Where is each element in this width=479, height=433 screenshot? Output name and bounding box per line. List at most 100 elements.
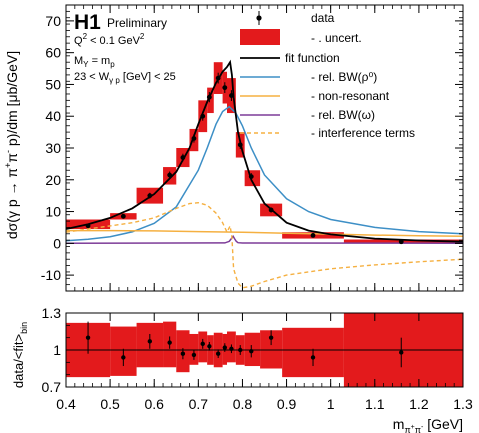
ratio-point-marker — [207, 344, 212, 349]
data-point-marker — [180, 155, 186, 160]
x-tick-label: 0.6 — [144, 396, 164, 412]
data-point-marker — [147, 193, 153, 199]
fit-function-curve — [66, 59, 463, 243]
ratio-point-marker — [249, 349, 254, 354]
data-point-marker — [215, 75, 221, 81]
legend-label-interference: - interference terms — [311, 126, 415, 140]
ratio-point — [238, 345, 243, 355]
ratio-points — [85, 321, 404, 368]
data-point — [180, 153, 186, 162]
cut-q2: Q2 < 0.1 GeV2 — [74, 32, 145, 47]
data-point-marker — [398, 239, 404, 245]
x-tick-label: 0.5 — [100, 396, 120, 412]
ratio-band-segment — [260, 330, 283, 369]
ratio-y-tick-label: 1 — [53, 342, 61, 358]
cut-w: 23 < Wγ p [GeV] < 25 — [74, 71, 176, 85]
ratio-y-tick-label: 0.7 — [42, 379, 62, 395]
y-tick-label: 20 — [45, 172, 61, 188]
data-point-marker — [167, 172, 173, 178]
legend: data - . uncert. fit function - rel. BW(… — [240, 11, 415, 140]
model-curves — [66, 59, 463, 289]
ratio-x-axis: 0.4 0.5 0.6 0.7 0.8 0.9 1 1.1 1.2 1.3 — [56, 313, 473, 412]
y-tick-label: 50 — [45, 76, 61, 92]
y-tick-label: 0 — [53, 235, 61, 251]
cut-my: MY = mp — [74, 55, 115, 69]
y-tick-label: 10 — [45, 204, 61, 220]
ratio-point-marker — [399, 350, 404, 355]
ratio-y-tick-label: 1.3 — [42, 305, 62, 321]
data-point — [191, 134, 197, 143]
y-tick-label: 70 — [45, 13, 61, 29]
omega-bw-curve — [66, 234, 463, 244]
legend-label-fit: fit function — [285, 51, 340, 65]
ratio-point — [310, 348, 316, 367]
legend-label-omega: - rel. BW(ω) — [311, 108, 375, 122]
main-y-axis: -10 0 10 20 30 40 50 60 70 — [41, 4, 463, 292]
data-point-marker — [222, 85, 228, 91]
data-point — [147, 192, 153, 199]
data-point-marker — [229, 93, 234, 98]
main-x-ticks — [65, 5, 464, 291]
data-point — [85, 223, 91, 229]
ratio-point-marker — [310, 355, 316, 360]
ratio-point — [229, 344, 234, 354]
x-tick-label: 1.2 — [409, 396, 429, 412]
data-points — [85, 72, 404, 245]
ratio-point-marker — [238, 347, 243, 353]
y-tick-label: 30 — [45, 140, 61, 156]
x-tick-label: 1.3 — [453, 396, 473, 412]
ratio-point — [200, 338, 205, 349]
legend-data-marker — [256, 11, 262, 25]
ratio-band-segment — [189, 333, 199, 365]
y-tick-label: 60 — [45, 45, 61, 61]
data-point-marker — [206, 94, 212, 100]
ratio-point — [147, 333, 153, 349]
ratio-point-marker — [191, 352, 197, 358]
ratio-point — [215, 349, 221, 359]
data-point-marker — [120, 213, 126, 219]
y-tick-label: 40 — [45, 108, 61, 124]
data-point — [200, 111, 206, 121]
experiment-label: H1 — [74, 11, 101, 34]
main-plot-frame — [65, 4, 464, 292]
data-point-marker — [85, 223, 91, 229]
ratio-point — [399, 337, 404, 368]
ratio-point-marker — [147, 339, 153, 344]
data-point — [222, 82, 228, 94]
ratio-panel: 0.7 1 1.3 0.4 0.5 0.6 0.7 0.8 0.9 1 1.1 1.2 1.3 dat… — [11, 305, 473, 433]
x-tick-label: 1.1 — [365, 396, 385, 412]
main-y-axis-label: dσ(γ p → π+π- p)/dm [μb/GeV] — [3, 51, 20, 239]
ratio-point-marker — [167, 340, 172, 345]
ratio-point-marker — [229, 346, 234, 351]
x-axis-label: mπ+π- [GeV] — [393, 416, 463, 433]
legend-label-uncert: - . uncert. — [311, 31, 362, 45]
x-tick-label: 1 — [327, 396, 335, 412]
data-point-marker — [268, 207, 274, 213]
ratio-point — [249, 345, 254, 358]
ratio-point — [85, 321, 91, 354]
ratio-point-marker — [215, 351, 221, 356]
y-tick-label: -10 — [41, 267, 61, 283]
legend-uncert-box — [240, 29, 280, 45]
data-point — [215, 72, 221, 84]
status-label: Preliminary — [107, 16, 167, 30]
data-point — [310, 232, 316, 238]
uncert-box — [207, 87, 214, 114]
rho-bw-curve — [66, 105, 463, 242]
ratio-point-marker — [180, 351, 186, 356]
ratio-point — [180, 348, 186, 360]
ratio-y-axis: 0.7 1 1.3 — [42, 305, 463, 395]
non-resonant-curve — [66, 229, 463, 238]
ratio-point — [222, 343, 227, 352]
data-point — [237, 140, 243, 149]
ratio-point-marker — [200, 341, 205, 347]
data-point — [120, 213, 126, 219]
ratio-point-marker — [121, 355, 126, 360]
data-point — [206, 92, 212, 103]
ratio-point — [121, 348, 126, 367]
ratio-point-marker — [268, 335, 274, 340]
ratio-point — [167, 336, 172, 349]
data-point — [268, 207, 274, 213]
data-point — [167, 171, 173, 179]
